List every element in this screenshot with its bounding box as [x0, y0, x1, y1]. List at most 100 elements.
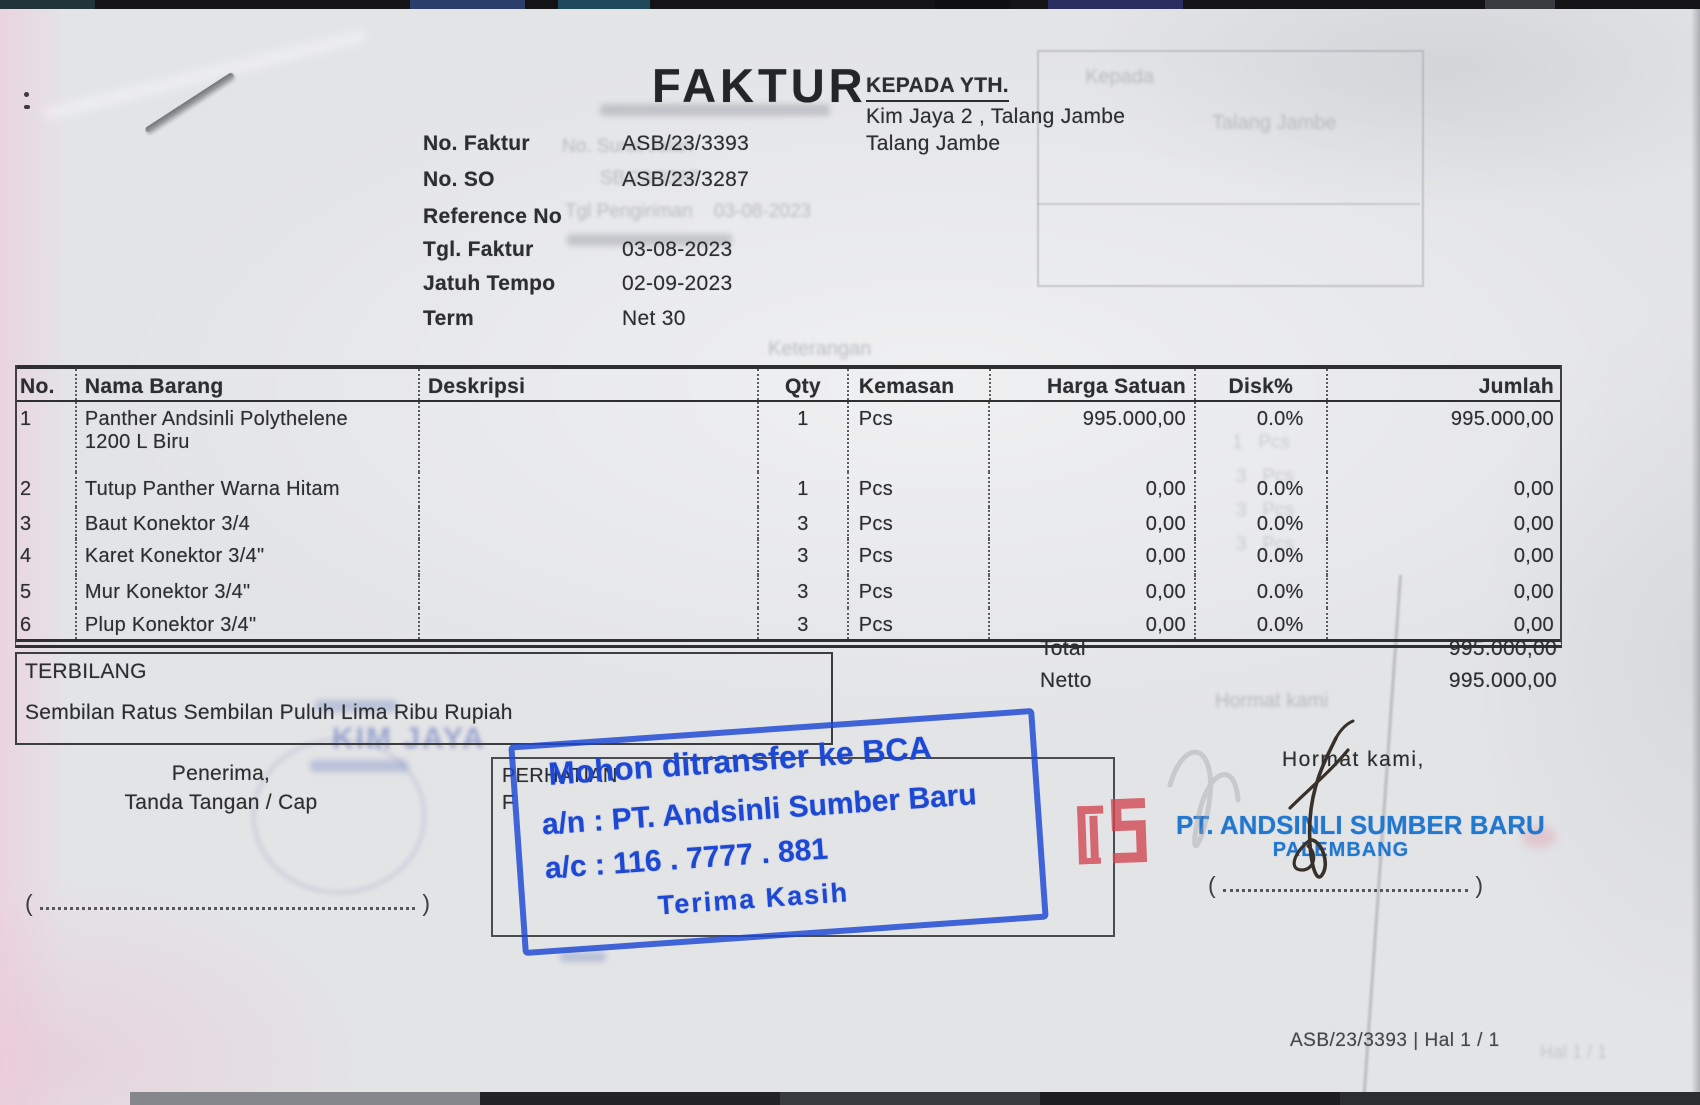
- cell-qty: 1: [757, 402, 847, 472]
- recipient-line2: Talang Jambe: [866, 132, 1001, 155]
- cell-qty: 1: [757, 472, 847, 507]
- terbilang-text: Sembilan Ratus Sembilan Puluh Lima Ribu …: [25, 701, 513, 724]
- cell-disk: 0.0%: [1193, 539, 1326, 575]
- cell-harga: 0,00: [988, 575, 1193, 608]
- cell-kemasan: Pcs: [846, 539, 989, 575]
- field-row: Tgl. Faktur 03-08-2023: [423, 238, 853, 272]
- crease-highlight: [43, 30, 367, 120]
- ghost-text: Hal 1 / 1: [1540, 1042, 1608, 1062]
- header-cell-no: No.: [20, 375, 55, 398]
- cell-disk: 0.0%: [1193, 402, 1326, 472]
- cell-deskripsi: [417, 608, 757, 639]
- cell-disk: 0.0%: [1193, 608, 1326, 639]
- field-label: Jatuh Tempo: [423, 272, 556, 295]
- header-cell-harga-satuan: Harga Satuan: [988, 369, 1194, 400]
- cell-harga: 0,00: [988, 608, 1193, 639]
- cell-nama-barang: Panther Andsinli Polythelene 1200 L Biru: [74, 402, 418, 472]
- page-footer: ASB/23/3393 | Hal 1 / 1: [1290, 1030, 1500, 1051]
- cell-kemasan: Pcs: [846, 472, 989, 507]
- ghost-text: 3 Pcs: [1236, 500, 1295, 521]
- cell-jumlah: 0,00: [1325, 539, 1560, 575]
- company-stamp-name: PT. ANDSINLI SUMBER BARU: [1176, 810, 1545, 840]
- cell-no: 3: [20, 513, 32, 535]
- field-value: 02-09-2023: [622, 272, 733, 295]
- terbilang-label: TERBILANG: [25, 660, 147, 683]
- field-value: ASB/23/3393: [622, 132, 750, 155]
- field-label: Term: [423, 307, 474, 330]
- netto-value: 995.000,00: [1448, 669, 1557, 692]
- company-sign-line: ( ): [1208, 872, 1483, 899]
- ghost-text: 3 Pcs: [1236, 534, 1295, 555]
- table-row: 1 Panther Andsinli Polythelene 1200 L Bir…: [17, 402, 1560, 472]
- table-row: 4 Karet Konektor 3/4" 3 Pcs 0,00 0.0% 0,…: [17, 539, 1560, 575]
- field-label: Tgl. Faktur: [423, 238, 534, 261]
- ghost-text: Keterangan: [768, 338, 872, 360]
- receiver-sublabel: Tanda Tangan / Cap: [124, 791, 318, 814]
- cell-harga: 0,00: [988, 507, 1193, 539]
- cell-disk: 0.0%: [1193, 507, 1326, 539]
- cell-qty: 3: [757, 539, 847, 575]
- cell-qty: 3: [757, 608, 847, 639]
- header-cell-kemasan: Kemasan: [846, 369, 989, 400]
- ghost-recipient-box: [1037, 50, 1424, 287]
- company-stamp-logo: [1077, 798, 1148, 865]
- cell-no: 5: [20, 581, 32, 603]
- field-row: Term Net 30: [423, 307, 853, 339]
- cell-qty: 3: [757, 507, 847, 539]
- cell-no: 4: [20, 545, 32, 567]
- ghost-blob-blue: [560, 952, 606, 962]
- cell-harga: 0,00: [988, 539, 1193, 575]
- header-cell-qty: Qty: [757, 369, 847, 400]
- paren-open: (: [1208, 872, 1216, 898]
- field-value: ASB/23/3287: [622, 168, 750, 191]
- paren-open: (: [25, 890, 33, 916]
- ghost-text: 1 Pcs: [1232, 432, 1291, 453]
- ghost-text: Kepada: [1085, 66, 1154, 88]
- field-value: Net 30: [622, 307, 686, 330]
- cell-qty: 3: [757, 575, 847, 608]
- cell-jumlah: 0,00: [1325, 472, 1560, 507]
- cell-jumlah: 995.000,00: [1325, 402, 1560, 472]
- cell-disk: 0.0%: [1193, 472, 1326, 507]
- cell-deskripsi: [417, 507, 757, 539]
- cell-deskripsi: [417, 575, 757, 608]
- hormat-kami-label: Hormat kami,: [1282, 748, 1425, 771]
- bank-stamp-line4: Terima Kasih: [656, 877, 850, 921]
- table-header-row: No. Nama Barang Deskripsi Qty Kemasan Ha…: [17, 365, 1560, 402]
- dotted-leader: [39, 906, 416, 910]
- cell-no: 1: [20, 408, 32, 430]
- ghost-text: SB/23/3387: [600, 168, 700, 189]
- ink-dots-mark: [24, 92, 32, 112]
- cell-disk: 0.0%: [1193, 575, 1326, 608]
- cell-jumlah: 0,00: [1325, 608, 1560, 639]
- cell-harga: 995.000,00: [988, 402, 1193, 472]
- recipient-line1: Kim Jaya 2 , Talang Jambe: [866, 105, 1126, 128]
- field-row: No. SO ASB/23/3287: [423, 168, 853, 205]
- header-cell-disk: Disk%: [1193, 369, 1326, 400]
- bank-transfer-stamp: Mohon ditransfer ke BCA a/n : PT. Andsin…: [508, 707, 1049, 957]
- bank-stamp-line3: a/c : 116 . 7777 . 881: [543, 832, 830, 886]
- cell-no: 6: [20, 614, 32, 636]
- ghost-text: Hormat kami: [1215, 690, 1329, 712]
- cell-nama-barang: Karet Konektor 3/4": [74, 539, 418, 575]
- items-table: No. Nama Barang Deskripsi Qty Kemasan Ha…: [15, 365, 1562, 648]
- pink-smudge: [1522, 826, 1556, 848]
- ghost-text: 3 Pcs: [1236, 466, 1295, 487]
- ghost-blob: [567, 234, 732, 246]
- field-label: Reference No: [423, 205, 562, 228]
- dotted-leader: [1222, 888, 1469, 892]
- bank-stamp-line1: Mohon ditransfer ke BCA: [547, 729, 933, 792]
- invoice-fields: No. Faktur ASB/23/3393 No. SO ASB/23/328…: [423, 132, 853, 339]
- attention-box: PERHATIAN F: [491, 757, 1115, 937]
- ghost-blob: [600, 104, 830, 116]
- nama-line1: Panther Andsinli Polythelene: [84, 408, 348, 430]
- header-cell-jumlah: Jumlah: [1325, 369, 1560, 400]
- total-label: Total: [1040, 637, 1086, 660]
- table-row: 6 Plup Konektor 3/4" 3 Pcs 0,00 0.0% 0,0…: [17, 608, 1560, 639]
- receiver-sign-line: ( ): [25, 890, 430, 917]
- field-label: No. SO: [423, 168, 495, 191]
- field-row: No. Faktur ASB/23/3393: [423, 132, 853, 168]
- ghost-text: Tgl Pengiriman 03-08-2023: [565, 201, 812, 222]
- cell-harga: 0,00: [988, 472, 1193, 507]
